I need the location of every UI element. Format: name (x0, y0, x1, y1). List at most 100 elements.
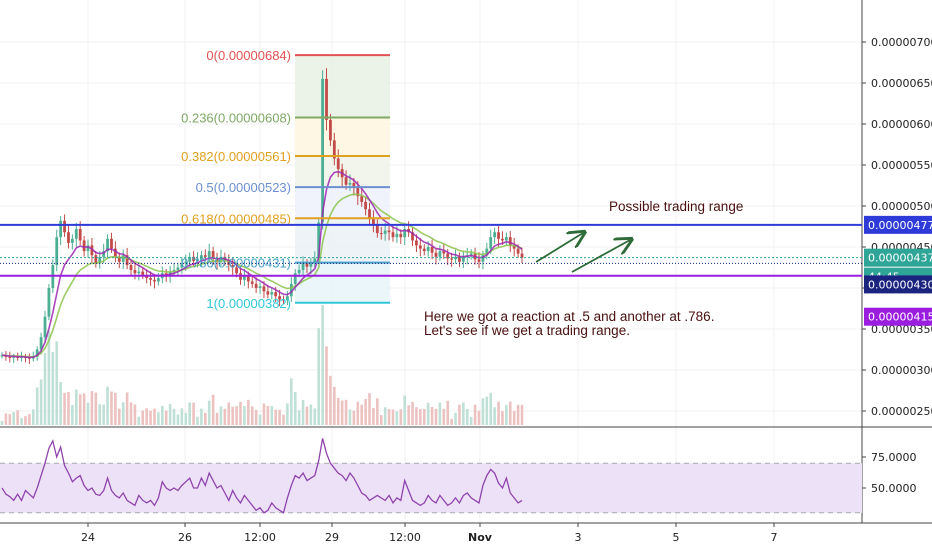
volume-bar (20, 418, 23, 425)
candle-body (516, 248, 520, 254)
candle-body (282, 299, 285, 301)
volume-bar (98, 404, 102, 425)
candle-body (325, 78, 328, 120)
candle-body (35, 349, 39, 357)
candle-body (454, 256, 457, 260)
candle-body (301, 263, 305, 270)
y-tick-label: 0.00000250 (871, 405, 932, 418)
candle-body (121, 255, 125, 262)
y-tick-label: 0.00000650 (871, 77, 932, 90)
candle-body (188, 256, 192, 262)
volume-bar (149, 410, 152, 425)
volume-bar (164, 410, 168, 425)
annotation-reaction-line2: Let's see if we get a trading range. (424, 323, 630, 338)
candle-body (106, 238, 109, 252)
candle-body (485, 248, 489, 256)
candle-body (70, 238, 74, 243)
volume-bar (270, 406, 274, 425)
y-tick-label: 0.00000700 (871, 36, 932, 49)
candle-body (434, 252, 438, 257)
volume-bar (129, 402, 133, 425)
volume-bar (317, 328, 320, 425)
price-tags: 0.000004770.0000043744:450.000004300.000… (864, 215, 932, 326)
volume-bar (254, 409, 258, 425)
volume-bar (356, 401, 360, 425)
volume-bar (368, 393, 371, 425)
candle-body (336, 158, 340, 170)
volume-bar (114, 392, 117, 425)
volume-bar (110, 391, 113, 425)
candle-body (446, 253, 450, 259)
candle-body (348, 183, 352, 185)
volume-bars (0, 305, 524, 425)
volume-bar (145, 408, 148, 425)
volume-bar (0, 421, 4, 425)
volume-bar (512, 411, 516, 425)
candle-body (172, 269, 176, 272)
volume-bar (333, 386, 336, 425)
candle-body (43, 316, 47, 338)
trend-arrows[interactable] (535, 233, 630, 273)
volume-bar (63, 392, 66, 425)
rsi-tick-label: 75.0000 (871, 451, 917, 464)
candle-body (180, 263, 184, 268)
candle-body (258, 286, 262, 288)
volume-bar (274, 409, 277, 425)
y-axis[interactable]: 0.000002500.000003000.000003500.00000400… (862, 36, 932, 418)
candle-body (141, 271, 145, 275)
volume-bar (74, 389, 78, 425)
volume-bar (51, 352, 55, 425)
candle-body (117, 256, 121, 262)
volume-bar (489, 392, 493, 425)
candle-body (458, 256, 461, 262)
candle-body (512, 245, 516, 249)
candle-body (246, 275, 250, 282)
volume-bar (462, 402, 465, 425)
y-tick-label: 0.00000550 (871, 159, 932, 172)
volume-bar (293, 392, 297, 425)
fib-zone-band (295, 55, 390, 118)
volume-bar (348, 409, 352, 425)
fib-level-label: 0.382(0.00000561) (181, 149, 291, 164)
candle-body (477, 259, 481, 262)
candle-body (305, 263, 309, 267)
volume-bar (473, 404, 477, 425)
candle-body (368, 209, 371, 219)
volume-bar (86, 402, 90, 425)
candle-body (415, 240, 418, 246)
candle-body (289, 283, 293, 297)
volume-bar (231, 406, 234, 425)
volume-bar (403, 395, 407, 425)
candle-body (110, 238, 113, 249)
x-tick-label: 12:00 (244, 531, 276, 544)
volume-bar (55, 341, 59, 425)
volume-bar (465, 408, 469, 425)
candle-body (356, 187, 360, 197)
volume-bar (387, 409, 391, 425)
candle-body (442, 251, 446, 254)
candle-body (262, 286, 266, 292)
candle-body (422, 248, 426, 252)
candle-body (67, 232, 70, 243)
volume-bar (168, 404, 172, 425)
volume-bar (28, 414, 31, 425)
candle-body (430, 247, 434, 253)
candle-body (211, 251, 215, 259)
horizontal-levels[interactable] (0, 223, 862, 277)
candle-body (411, 232, 414, 241)
volume-bar (376, 398, 379, 425)
candle-body (47, 288, 51, 317)
volume-bar (204, 412, 207, 425)
volume-bar (364, 398, 367, 425)
volume-bar (223, 408, 227, 425)
x-tick-label: 3 (575, 531, 582, 544)
volume-bar (282, 414, 285, 425)
volume-bar (442, 408, 446, 425)
x-axis[interactable]: 24 26 12:00 29 12:00 Nov 3 5 7 (81, 523, 778, 544)
candle-body (153, 279, 156, 282)
candle-body (309, 263, 313, 267)
volume-bar (117, 408, 121, 425)
volume-bar (454, 412, 457, 425)
volume-bar (157, 412, 160, 425)
